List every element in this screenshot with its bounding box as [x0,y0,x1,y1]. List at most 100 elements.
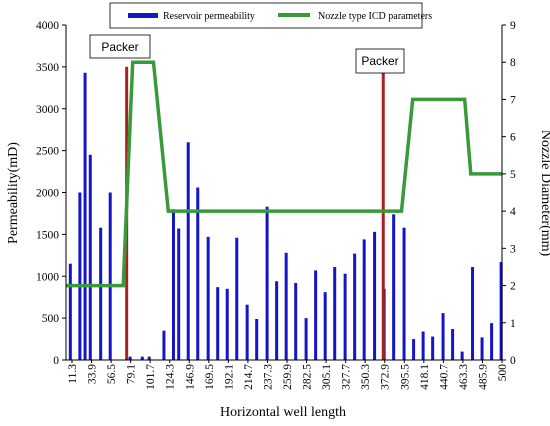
x-tick-label: 282.5 [302,364,314,390]
x-tick-label: 101.7 [145,364,157,390]
permeability-bar [353,253,357,360]
x-tick-label: 305.1 [321,364,333,390]
permeability-bar [128,356,132,360]
x-tick-label: 418.1 [419,364,431,390]
permeability-bar [460,351,464,360]
permeability-bar [196,187,200,360]
legend-box [109,2,423,29]
permeability-bar [186,142,190,360]
y-left-tick-label: 0 [53,355,59,367]
y-right-tick-label: 2 [510,281,516,293]
permeability-bar [235,237,239,360]
permeability-bar [216,287,220,360]
x-tick-label: 169.5 [204,364,216,390]
packer-label-1-text: Packer [101,40,138,54]
y-right-tick-label: 5 [510,169,516,181]
permeability-bar [362,239,366,360]
y-axis-left-title: Permeability(mD) [6,142,21,244]
y-left-tick-label: 3500 [36,62,59,74]
legend-swatch-permeability [128,13,158,18]
y-left-tick-label: 1500 [36,229,59,241]
y-right-tick-label: 3 [510,243,516,255]
permeability-bar [162,330,166,360]
packer-label-1: Packer [89,34,151,59]
x-tick-label: 56.5 [106,364,118,384]
y-right-tick-label: 0 [510,355,516,367]
y-right-tick-label: 4 [510,206,516,218]
legend: Reservoir permeability Nozzle type ICD p… [109,2,432,29]
permeability-bar [412,339,416,360]
permeability-bars [68,72,503,361]
axes: 0500100015002000250030003500400001234567… [36,20,516,390]
permeability-bar [402,227,406,360]
x-tick-label: 214.7 [243,364,255,390]
legend-label-icd: Nozzle type ICD parameters [318,11,432,22]
permeability-bar [275,281,279,360]
x-tick-label: 372.9 [380,364,392,390]
permeability-bar [206,236,210,360]
x-tick-label: 79.1 [126,364,138,384]
x-tick-label: 500 [497,364,509,382]
x-tick-label: 440.7 [438,364,450,390]
permeability-bar [140,356,144,360]
x-tick-label: 485.9 [478,364,490,390]
permeability-bar [480,337,484,360]
y-right-tick-label: 8 [510,57,516,69]
permeability-bar [265,206,269,360]
permeability-bar [88,154,92,360]
packer-label-2-box [355,48,405,74]
permeability-bar [314,270,318,360]
x-tick-label: 11.3 [67,364,79,384]
permeability-bar [441,313,445,360]
permeability-bar [333,267,337,360]
permeability-bar [343,273,347,360]
permeability-bar [171,209,175,360]
y-left-tick-label: 2000 [36,188,59,200]
x-tick-label: 33.9 [87,364,99,384]
permeability-bar [177,228,181,360]
permeability-bar [245,304,249,360]
permeability-bar [421,331,425,360]
icd-line-layer [66,60,502,288]
permeability-bar [99,227,103,360]
permeability-bar [451,329,455,360]
permeability-bar [284,252,288,360]
y-axis-right-title: Nozzle Diameter(mm) [538,130,550,257]
x-tick-label: 327.7 [341,364,353,390]
y-right-tick-label: 1 [510,318,516,330]
x-tick-label: 237.3 [263,364,275,390]
permeability-bar [431,336,435,360]
x-axis-title: Horizontal well length [220,405,346,420]
x-tick-label: 124.3 [165,364,177,390]
permeability-bar [68,263,72,360]
y-right-tick-label: 6 [510,132,516,144]
permeability-bar [392,214,396,360]
legend-label-permeability: Reservoir permeability [163,11,255,22]
packer-label-2: Packer [355,48,405,74]
x-tick-label: 395.5 [399,364,411,390]
x-tick-label: 463.3 [458,364,470,390]
permeability-bar [294,282,298,360]
x-tick-label: 350.3 [360,364,372,390]
y-right-tick-label: 7 [510,94,516,106]
permeability-bar [147,356,151,360]
permeability-bar [323,292,327,360]
permeability-bar [499,262,503,360]
icd-line [66,60,502,288]
y-left-tick-label: 1000 [36,271,59,283]
permeability-bar [108,192,112,360]
packer-label-1-box [89,34,151,59]
x-tick-label: 146.9 [184,364,196,390]
permeability-bar [471,267,475,360]
permeability-bar [225,288,229,360]
permeability-bar [255,318,259,360]
y-left-tick-label: 3000 [36,104,59,116]
y-left-tick-label: 4000 [36,20,59,32]
permeability-bar [78,192,82,360]
permeability-bar [490,323,494,360]
y-left-tick-label: 500 [42,313,60,325]
y-right-tick-label: 9 [510,20,516,32]
y-left-tick-label: 2500 [36,146,59,158]
